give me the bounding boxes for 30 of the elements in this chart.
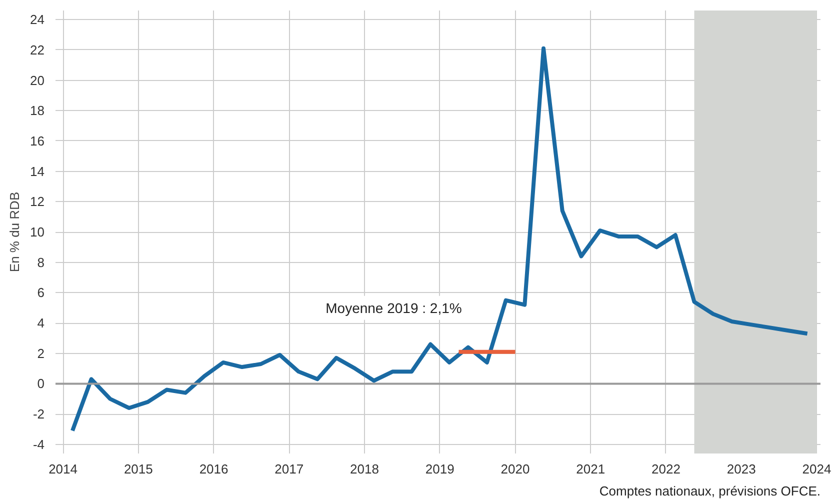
x-tick-label: 2020 (500, 462, 530, 476)
x-tick-label: 2024 (802, 462, 832, 476)
x-tick-label: 2015 (124, 462, 153, 476)
y-tick-label: 12 (30, 194, 45, 210)
line-series (70, 46, 810, 433)
y-tick-label: 14 (30, 164, 45, 179)
x-tick-label: 2018 (350, 462, 379, 476)
y-tick-label: 2 (37, 346, 45, 361)
x-tick-label: 2016 (199, 462, 228, 476)
annotation: Moyenne 2019 : 2,1% (326, 300, 462, 316)
y-tick-label: 18 (30, 103, 45, 118)
x-tick-label: 2022 (652, 462, 680, 476)
y-tick-label: 8 (37, 254, 45, 270)
x-tick-label: 2017 (274, 462, 304, 476)
y-tick-label: 4 (37, 316, 45, 331)
y-tick-label: 22 (30, 42, 45, 58)
y-axis-title: En % du RDB (7, 192, 22, 272)
y-tick-label: 0 (37, 376, 45, 392)
y-tick-label: -2 (32, 406, 45, 422)
x-tick-label: 2021 (576, 462, 606, 476)
text: Comptes nationaux, prévisions OFCE. (599, 484, 821, 498)
y-tick-label: 10 (30, 224, 45, 240)
y-tick-label: -4 (32, 436, 45, 452)
y-tick-label: 6 (37, 285, 45, 300)
x-tick-label: 2019 (425, 462, 454, 476)
y-tick-label: 24 (30, 12, 45, 28)
x-tick-label: 2023 (726, 462, 756, 476)
y-tick-label: 20 (30, 72, 45, 88)
y-tick-label: 16 (30, 133, 45, 148)
x-tick-label: 2014 (48, 462, 78, 476)
